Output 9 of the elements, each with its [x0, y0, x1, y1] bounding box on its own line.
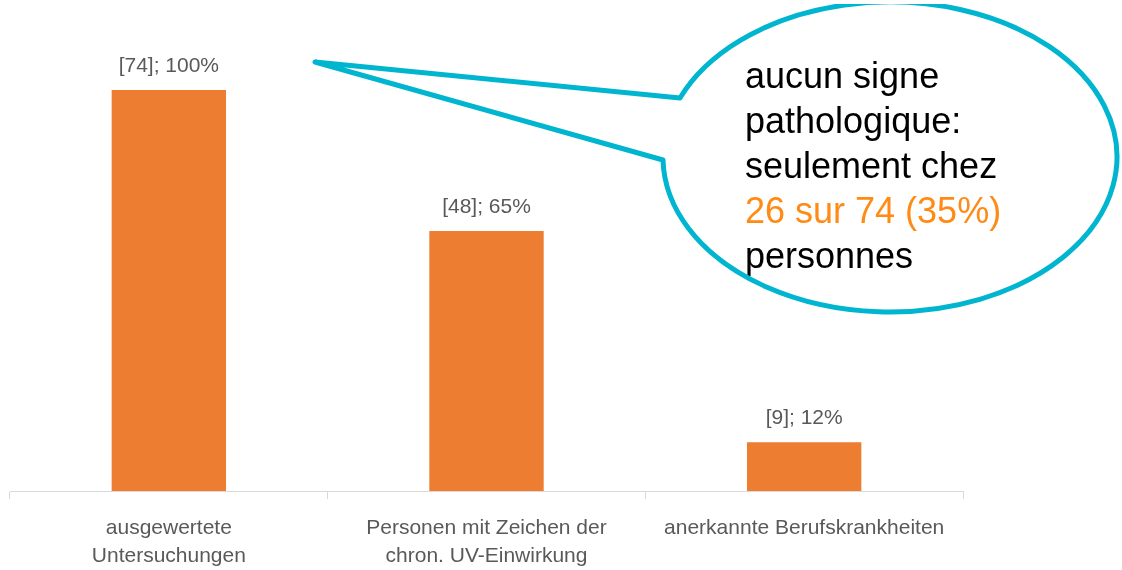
annotation: aucun signe pathologique: seulement chez: [745, 54, 999, 188]
x-tick-label: Personen mit Zeichen der chron. UV-Einwirkung: [366, 515, 607, 566]
data-label: [9]; 12%: [765, 405, 843, 429]
x-tick-label: anerkannte Berufskrankheiten: [664, 515, 945, 539]
data-label: [74]; 100%: [118, 53, 220, 76]
annotation: personnes: [745, 234, 915, 278]
x-tick-label: ausgewertete Untersuchungen: [91, 515, 246, 566]
annotation: 26 sur 74 (35%): [745, 189, 1003, 233]
data-label: [48]; 65%: [442, 193, 531, 217]
